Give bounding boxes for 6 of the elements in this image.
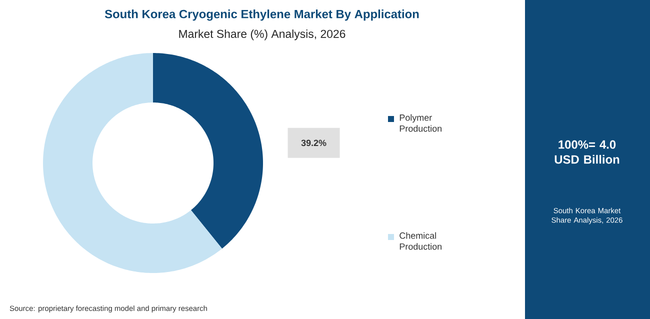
legend-label: Polymer Production	[400, 114, 442, 132]
data-label: 39.2%	[301, 140, 326, 146]
chart-title: South Korea Cryogenic Ethylene Market By Application	[104, 10, 419, 21]
chart-subtitle: Market Share (%) Analysis, 2026	[179, 30, 346, 40]
text: 100%= 4.0 USD Billion	[554, 140, 620, 164]
legend-label: Chemical Production	[400, 232, 442, 250]
